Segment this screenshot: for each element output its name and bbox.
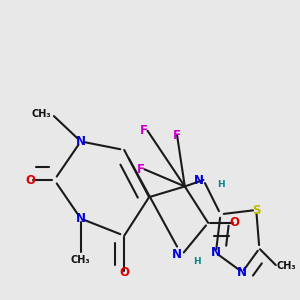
Text: S: S	[252, 203, 260, 217]
Text: F: F	[173, 128, 181, 142]
Text: O: O	[26, 173, 35, 187]
Text: H: H	[217, 180, 224, 189]
Text: N: N	[76, 135, 86, 148]
Text: N: N	[172, 248, 182, 262]
Text: N: N	[194, 173, 203, 187]
Text: CH₃: CH₃	[32, 109, 51, 118]
Text: N: N	[211, 246, 221, 260]
Text: F: F	[136, 163, 144, 176]
Text: H: H	[194, 257, 201, 266]
Text: CH₃: CH₃	[71, 255, 91, 265]
Text: O: O	[230, 216, 239, 230]
Text: CH₃: CH₃	[276, 261, 296, 271]
Text: F: F	[140, 124, 148, 137]
Text: N: N	[76, 212, 86, 225]
Text: N: N	[237, 266, 247, 279]
Text: O: O	[119, 266, 129, 279]
